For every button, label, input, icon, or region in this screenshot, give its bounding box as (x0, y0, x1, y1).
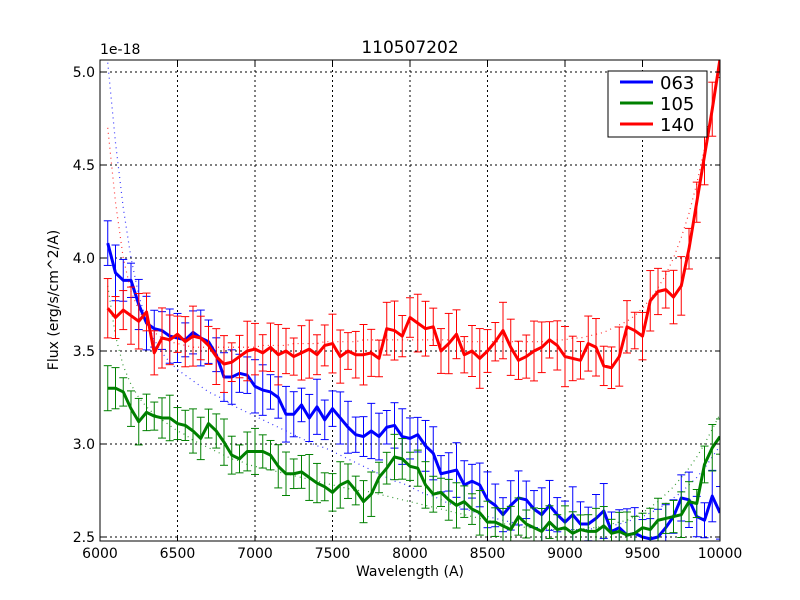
legend-label-105: 105 (660, 94, 694, 115)
y-tick-label: 3.5 (73, 344, 95, 360)
x-tick-label: 8500 (470, 546, 506, 562)
y-axis-label: Flux (erg/s/cm^2/A) (46, 230, 62, 370)
legend-label-063: 063 (660, 73, 694, 94)
data-line-063 (106, 242, 720, 541)
fit-curve-063 (107, 62, 720, 531)
x-tick-label: 9500 (625, 546, 661, 562)
x-tick-label: 7500 (315, 546, 351, 562)
plot-area (103, 60, 720, 541)
series-140 (103, 60, 720, 393)
x-tick-label: 10000 (698, 546, 743, 562)
y-offset-label: 1e-18 (100, 42, 140, 58)
legend-label-140: 140 (660, 115, 694, 136)
x-tick-label: 6000 (82, 546, 118, 562)
data-line-140 (106, 60, 720, 370)
x-tick-label: 8000 (392, 546, 428, 562)
axis-ticks: 6000 6500 7000 7500 8000 8500 9000 9500 10000 2.5… (73, 60, 743, 562)
legend-item-105: 105 (620, 94, 694, 115)
legend-item-140: 140 (620, 115, 694, 136)
x-tick-label: 7000 (237, 546, 273, 562)
y-tick-label: 2.5 (73, 530, 95, 546)
y-tick-label: 4.5 (73, 158, 95, 174)
fit-curve-105 (107, 285, 720, 531)
series-105 (103, 285, 720, 541)
x-tick-label: 6500 (160, 546, 196, 562)
x-axis-label: Wavelength (A) (356, 564, 464, 580)
data-line-105 (107, 386, 720, 537)
legend-item-063: 063 (620, 73, 694, 94)
chart-title: 110507202 (361, 38, 458, 58)
y-tick-label: 4.0 (73, 251, 95, 267)
y-tick-label: 3.0 (73, 437, 95, 453)
legend: 063 105 140 (607, 70, 708, 138)
x-tick-label: 9000 (547, 546, 583, 562)
y-tick-label: 5.0 (73, 65, 95, 81)
